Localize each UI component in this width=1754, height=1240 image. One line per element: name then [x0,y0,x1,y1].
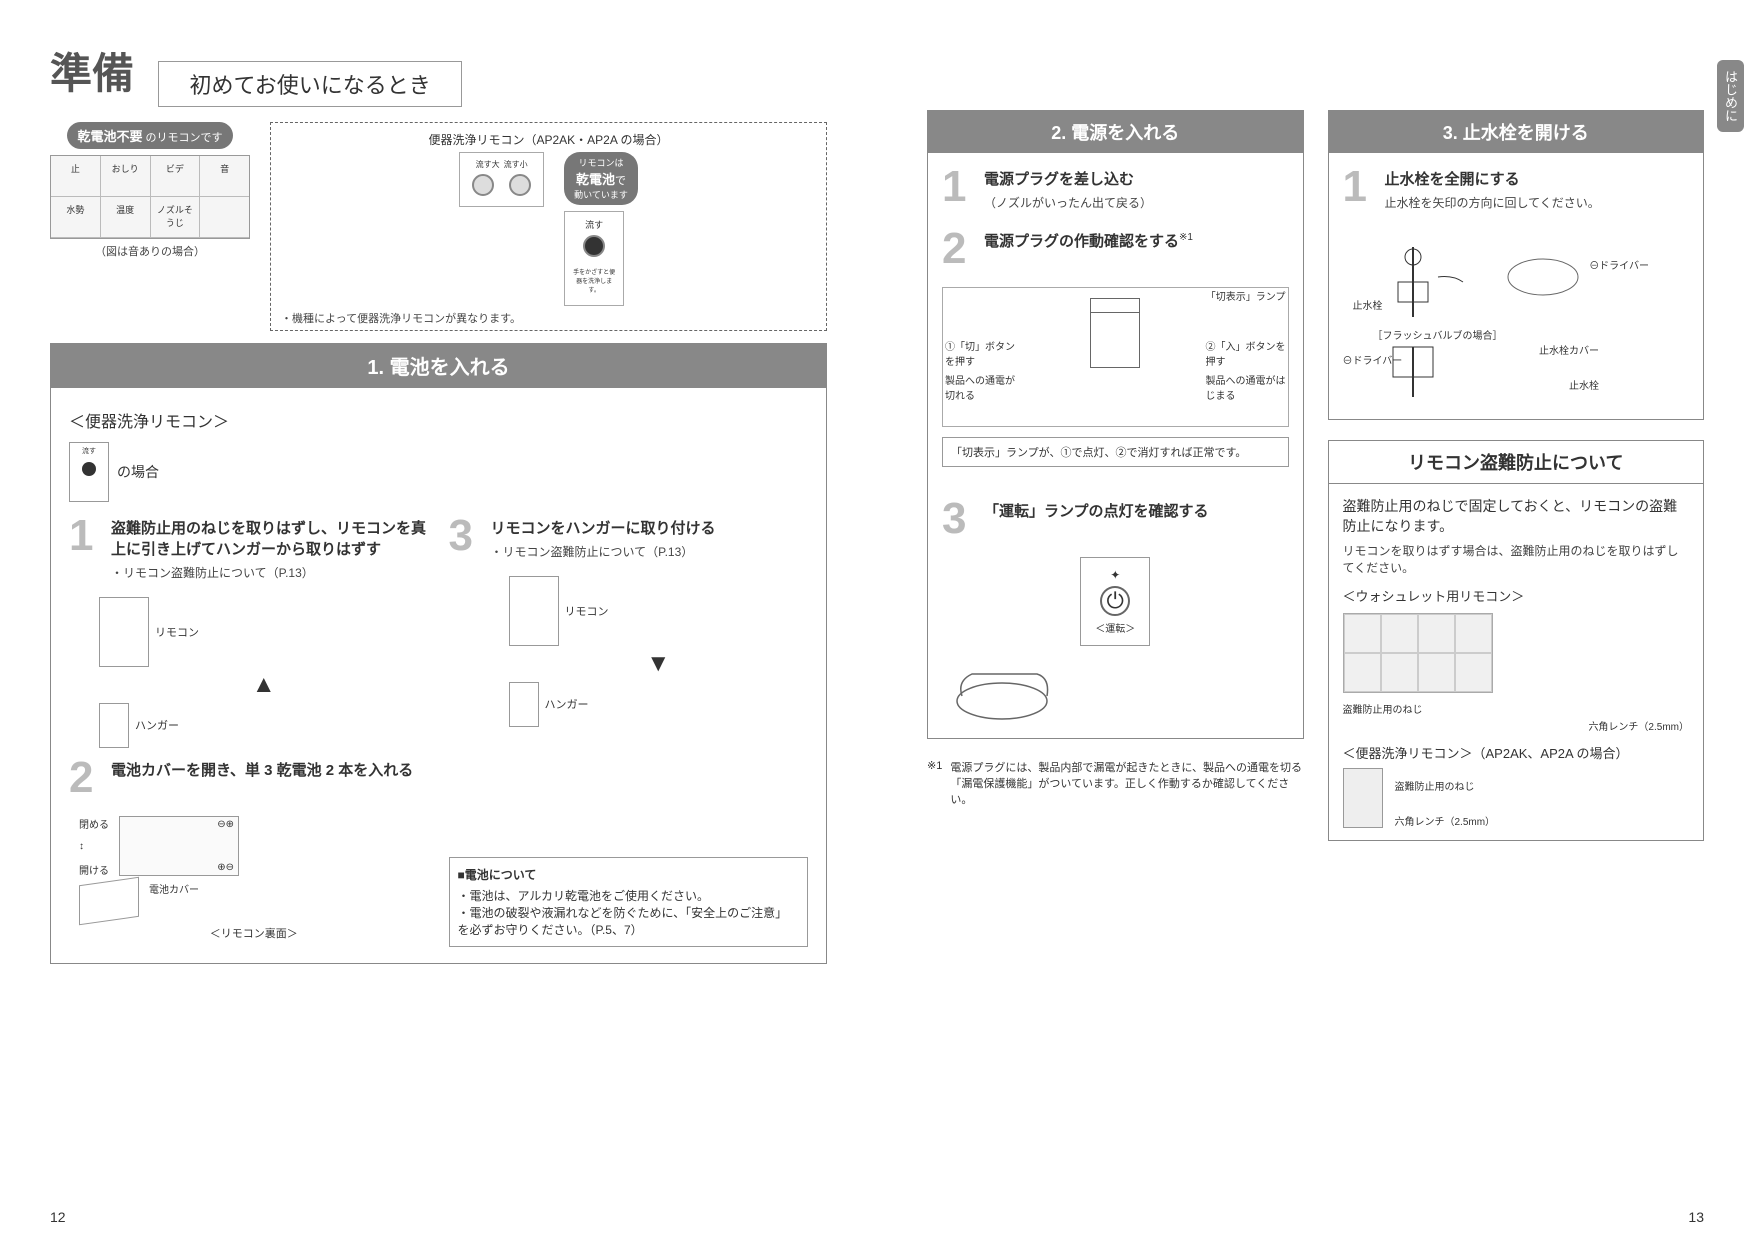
s1-step1-diagram: リモコン ▲ ハンガー [99,597,429,748]
flush-sensor-icon [583,235,605,257]
lamp-label: 「切表示」ランプ [1206,288,1286,303]
arrow-up-icon: ▲ [99,671,429,699]
battery-compartment-icon: ⊖⊕ ⊕⊖ [119,816,239,876]
section-1: 1. 電池を入れる ＜便器洗浄リモコン＞ 流す の場合 1 盗 [50,343,827,964]
case-remote-icon: 流す [69,442,109,502]
s1-step3-text: リモコンをハンガーに取り付ける [491,518,716,539]
flush-large-icon [472,174,494,196]
step-num-1: 1 [69,514,103,581]
remote-btn-nozzle: ノズルそうじ [151,197,201,237]
plug-icon [1090,298,1140,368]
power-icon-box: ✦ ⏻ ＜運転＞ [1080,557,1150,646]
remote-btn-blank [200,197,249,237]
flush-remote-b: 流す 手をかざすと便器を洗浄します。 [564,211,624,306]
battery-note-title: ■電池について [458,866,800,883]
off-btn-label: ①「切」ボタンを押す 製品への通電が切れる [945,338,1015,402]
status-note: 「切表示」ランプが、①で点灯、②で消灯すれば正常です。 [942,437,1289,467]
main-title: 準備 [50,40,134,101]
flush-small-icon [509,174,531,196]
main-remote-cluster: 乾電池不要 のリモコンです 止 おしり ビデ 音 水勢 温度 ノズルそうじ [50,122,250,331]
page-num-right: 13 [1688,1209,1704,1225]
page-num-left: 12 [50,1209,66,1225]
remote-icon [99,597,149,667]
flush-dot-icon [82,462,96,476]
section1-header: 1. 電池を入れる [50,343,827,388]
s1-step2-text: 電池カバーを開き、単 3 乾電池 2 本を入れる [111,760,413,781]
hanger-icon [99,703,129,748]
step-num-3: 3 [449,514,483,560]
s1-step1-note: ・リモコン盗難防止について（P.13） [111,564,429,581]
s3-step1: 1 止水栓を全開にする 止水栓を矢印の方向に回してください。 [1343,165,1690,211]
theft-section: リモコン盗難防止について 盗難防止用のねじで固定しておくと、リモコンの盗難防止に… [1328,440,1705,841]
battery-note: ■電池について ・電池は、アルカリ乾電池をご使用ください。 ・電池の破裂や液漏れ… [449,857,809,947]
battery-note-line1: ・電池は、アルカリ乾電池をご使用ください。 [458,887,800,904]
top-diagram: 乾電池不要 のリモコンです 止 おしり ビデ 音 水勢 温度 ノズルそうじ [50,122,827,331]
remote-btn-temp: 温度 [101,197,151,237]
plug-diagram: 「切表示」ランプ ①「切」ボタンを押す 製品への通電が切れる ②「入」ボタンを押… [942,287,1289,427]
section2-header: 2. 電源を入れる [928,111,1303,153]
section-2: 2. 電源を入れる 1 電源プラグを差し込む （ノズルがいったん出て戻る） 2 [927,110,1304,861]
on-btn-label: ②「入」ボタンを押す 製品への通電がはじまる [1206,338,1286,402]
section1-body: ＜便器洗浄リモコン＞ 流す の場合 1 盗難防止用のねじを取りはずし、リモコンを… [50,388,827,964]
hanger-icon-2 [509,682,539,727]
s1-step3: 3 リモコンをハンガーに取り付ける ・リモコン盗難防止について（P.13） [449,514,809,560]
theft-sub2: ＜便器洗浄リモコン＞（AP2AK、AP2A の場合） [1343,743,1690,762]
battery-note-line2: ・電池の破裂や液漏れなどを防ぐために、「安全上のご注意」を必ずお守りください。（… [458,904,800,938]
s2-step1: 1 電源プラグを差し込む （ノズルがいったん出て戻る） [942,165,1289,211]
case-label: の場合 [117,462,159,482]
theft-wrench-label: 六角レンチ（2.5mm） [1343,718,1690,733]
side-tab: はじめに [1717,60,1744,132]
bubble-battery: リモコンは 乾電池で 動いています [564,152,638,205]
remote-btn-rear: おしり [101,156,151,196]
s1-step1: 1 盗難防止用のねじを取りはずし、リモコンを真上に引き上げてハンガーから取りはず… [69,514,429,581]
section-3: 3. 止水栓を開ける 1 止水栓を全開にする 止水栓を矢印の方向に回してください… [1328,110,1705,420]
top-footer-note: ・機種によって便器洗浄リモコンが異なります。 [281,310,816,326]
power-symbol-icon: ⏻ [1100,586,1130,616]
remote-btn-stop: 止 [51,156,101,196]
s1-step3-note: ・リモコン盗難防止について（P.13） [491,543,716,560]
right-page: 2. 電源を入れる 1 電源プラグを差し込む （ノズルがいったん出て戻る） 2 [877,0,1754,1240]
theft-sub1: ＜ウォシュレット用リモコン＞ [1343,586,1690,605]
left-page: 準備 初めてお使いになるとき 乾電池不要 のリモコンです 止 おしり ビデ 音 [0,0,877,1240]
theft-header: リモコン盗難防止について [1329,441,1704,484]
washlet-remote-diagram [1343,613,1493,693]
step-num-2: 2 [69,756,103,800]
remote-btn-sound: 音 [200,156,249,196]
theft-intro: 盗難防止用のねじで固定しておくと、リモコンの盗難防止になります。 [1343,496,1690,536]
main-remote: 止 おしり ビデ 音 水勢 温度 ノズルそうじ [50,155,250,239]
sparkle-icon: ✦ [1091,568,1139,582]
theft-screw-label: 盗難防止用のねじ [1343,701,1690,716]
s1-step2-diagram: 閉める ↕ 開ける ⊖⊕ ⊕⊖ [79,816,429,941]
remote-btn-pressure: 水勢 [51,197,101,237]
s2-step3: 3 「運転」ランプの点灯を確認する [942,497,1289,541]
valve-diagram: ⊖ドライバー 止水栓 ［フラッシュバルブの場合］ ⊖ドライバー 止水栓カバー 止… [1343,227,1690,407]
toilet-outline-icon [942,656,1289,726]
flush-remote-diagram [1343,768,1383,828]
section3-header: 3. 止水栓を開ける [1329,111,1704,153]
footnote: ※1 電源プラグには、製品内部で漏電が起きたときに、製品への通電を切る「漏電保護… [927,759,1304,807]
flush-remote-a: 流す大 流す小 [459,152,544,207]
title-row: 準備 初めてお使いになるとき [50,40,827,107]
subtitle: 初めてお使いになるとき [158,61,461,107]
bubble-no-battery: 乾電池不要 のリモコンです [67,122,232,149]
main-remote-note: （図は音ありの場合） [50,243,250,259]
remote-icon-2 [509,576,559,646]
dashed-label: 便器洗浄リモコン（AP2AK・AP2A の場合） [281,131,816,148]
s1-step2: 2 電池カバーを開き、単 3 乾電池 2 本を入れる [69,756,429,800]
s1-step3-diagram: リモコン ▼ ハンガー [509,576,809,727]
battery-cover-icon [79,877,139,925]
arrow-down-icon: ▼ [509,650,809,678]
theft-intro-note: リモコンを取りはずす場合は、盗難防止用のねじを取りはずしてください。 [1343,542,1690,576]
s2-step2: 2 電源プラグの作動確認をする※1 [942,227,1289,271]
s1-step1-text: 盗難防止用のねじを取りはずし、リモコンを真上に引き上げてハンガーから取りはずす [111,518,429,560]
remote-btn-bidet: ビデ [151,156,201,196]
flush-remote-group: 便器洗浄リモコン（AP2AK・AP2A の場合） 流す大 流す小 [270,122,827,331]
section1-subheading: ＜便器洗浄リモコン＞ [69,408,808,432]
